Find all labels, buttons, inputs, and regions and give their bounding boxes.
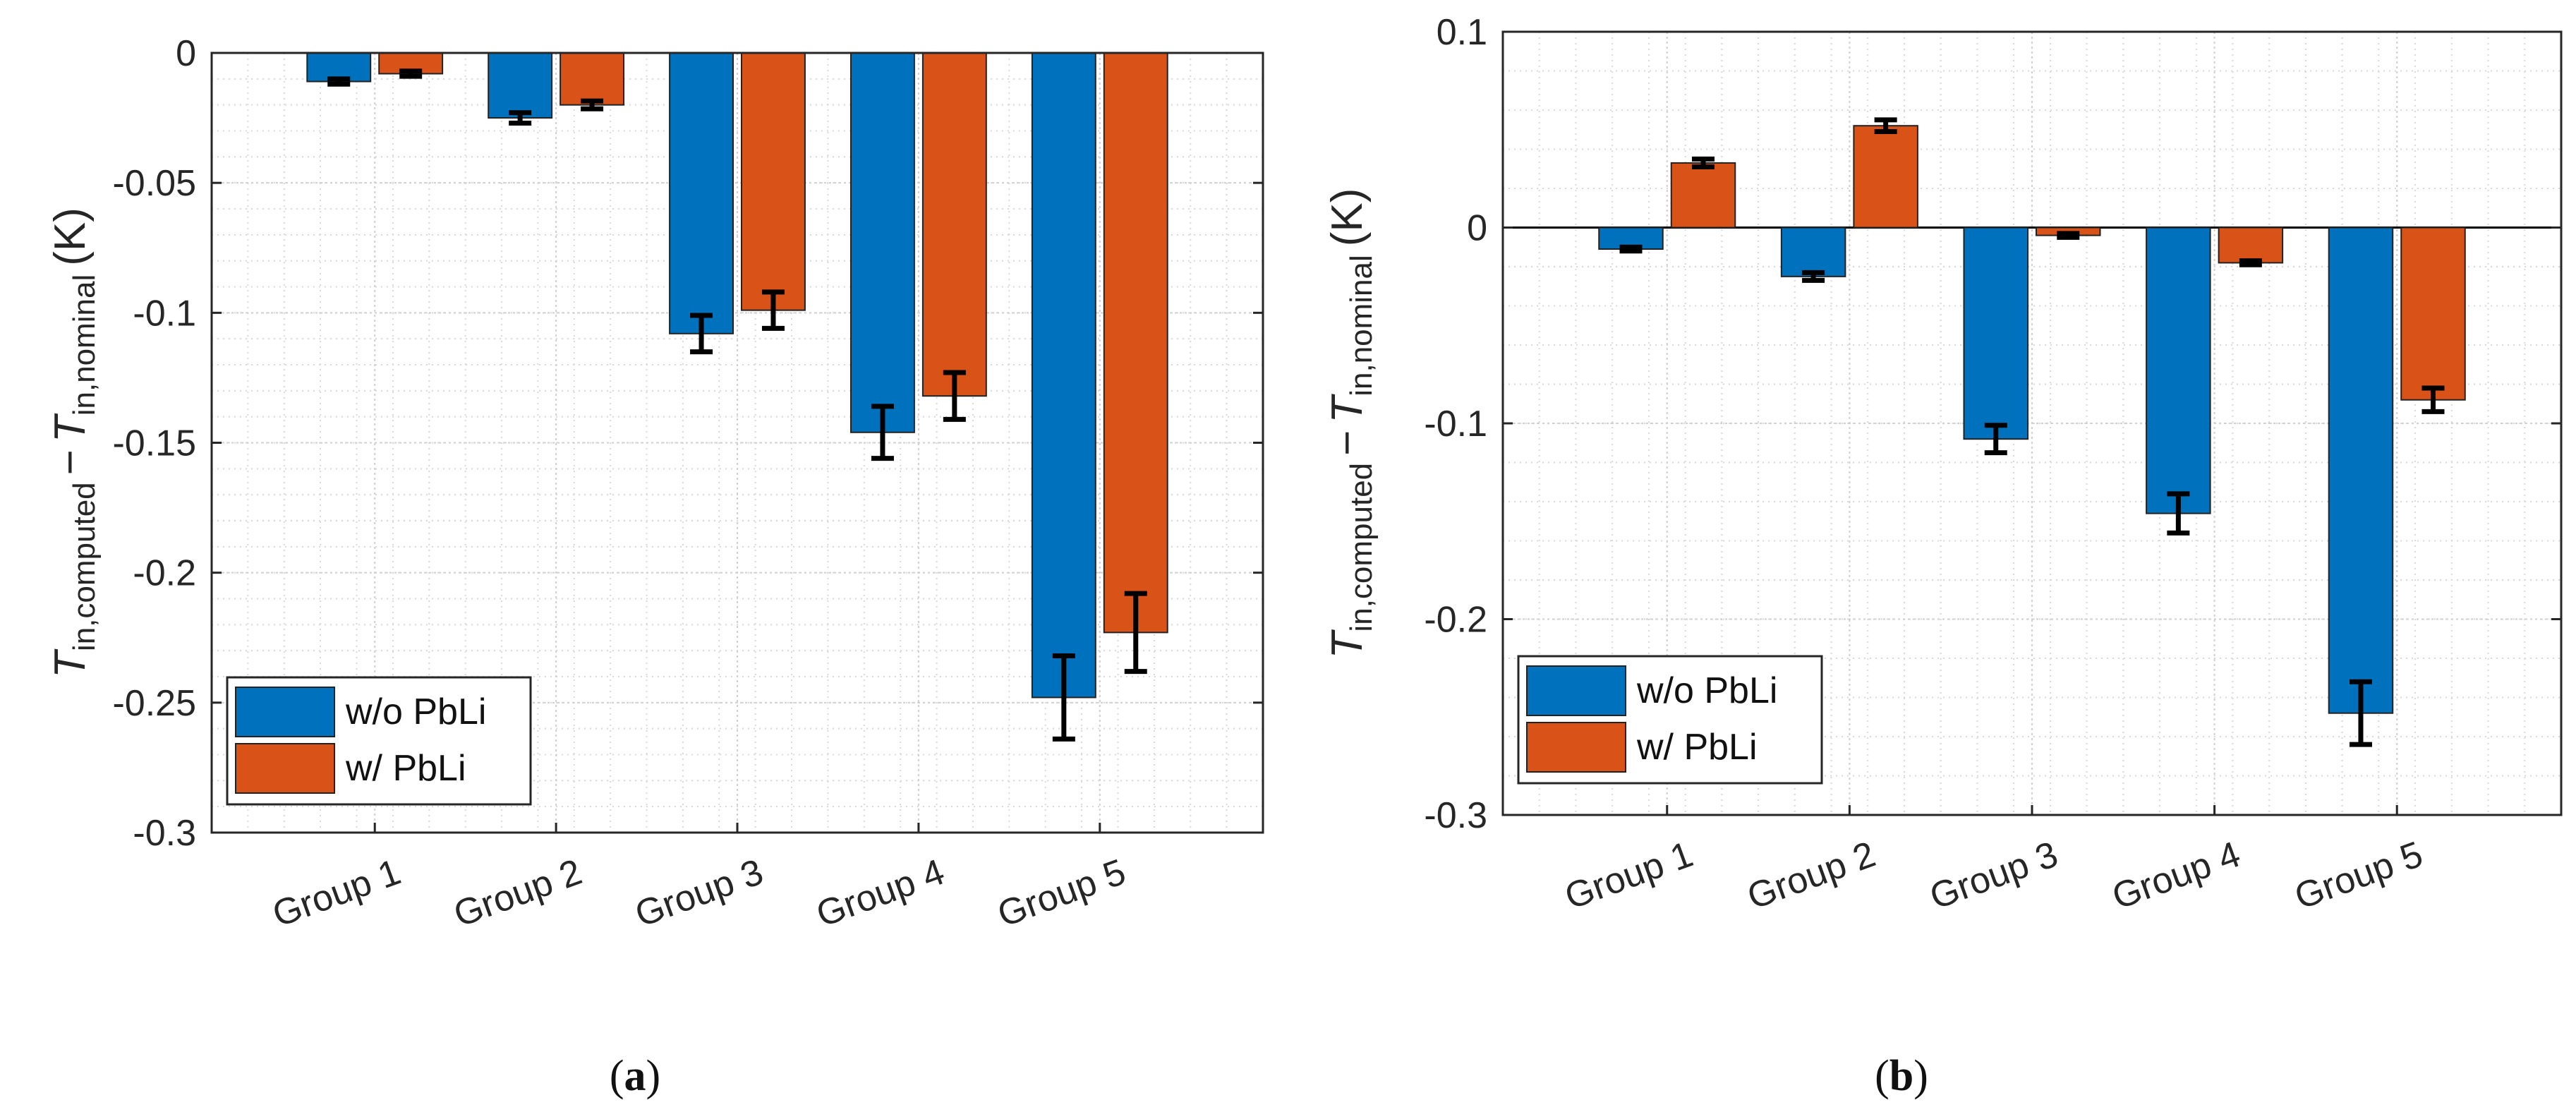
x-axis: Group 1 Group 2 Group 3 Group 4 Group 5: [1559, 805, 2428, 918]
y-label-t1: T: [46, 648, 95, 678]
bar-with-pbli-1: [1670, 162, 1736, 229]
y-label-sub2: in,nominal: [1344, 255, 1379, 397]
y-tick-label: -0.1: [1424, 404, 1487, 445]
panel-caption: (a): [610, 1052, 660, 1100]
panel-caption: (b): [1875, 1052, 1928, 1100]
chart-panel-a: 0 -0.05 -0.1 -0.15 -0.2 -0.25 -0.3 Group 1 Group…: [0, 0, 1288, 1108]
y-tick-label: -0.3: [133, 813, 196, 854]
bar-with-pbli-2: [560, 52, 625, 106]
y-label-minus: −: [46, 449, 95, 475]
legend-swatch: [235, 743, 335, 794]
bar-with-pbli-2: [1853, 125, 1918, 229]
x-axis: Group 1 Group 2 Group 3 Group 4 Group 5: [267, 823, 1131, 936]
y-label-sub2: in,nominal: [67, 274, 102, 416]
x-tick-label: Group 4: [2107, 834, 2245, 918]
bar-without-pbli-5: [2328, 226, 2394, 714]
error-bars: [1619, 117, 2445, 747]
y-tick-label: -0.2: [1424, 600, 1487, 641]
legend-swatch: [1526, 722, 1626, 773]
bar-with-pbli-5: [1103, 52, 1168, 634]
legend-label: w/ PbLi: [1636, 727, 1758, 768]
x-tick-label: Group 2: [1742, 834, 1880, 918]
legend-swatch: [1526, 665, 1626, 716]
bar-with-pbli-4: [921, 52, 987, 397]
bar-with-pbli-4: [2218, 226, 2284, 264]
bar-without-pbli-4: [849, 52, 915, 433]
y-label-t2: T: [46, 413, 95, 442]
bar-without-pbli-3: [669, 52, 734, 334]
x-tick-label: Group 4: [811, 852, 950, 936]
y-axis-label: Tin,computed − Tin,nominal (K): [46, 207, 102, 678]
y-tick-label: -0.2: [133, 553, 196, 594]
x-tick-label: Group 3: [630, 852, 768, 936]
caption-letter: a: [624, 1052, 646, 1100]
bars: [1598, 125, 2466, 714]
bar-without-pbli-5: [1031, 52, 1096, 699]
y-tick-label: -0.15: [112, 423, 196, 464]
y-tick-label: -0.05: [112, 163, 196, 204]
y-axis-label: Tin,computed − Tin,nominal (K): [1323, 188, 1379, 659]
y-axis: 0 -0.05 -0.1 -0.15 -0.2 -0.25 -0.3: [112, 33, 1263, 854]
x-tick-label: Group 2: [449, 852, 587, 936]
chart-panel-b: 0.1 0 -0.1 -0.2 -0.3 Group 1 Group 2 Group 3 Gro…: [1288, 0, 2576, 1108]
y-tick-label: -0.25: [112, 683, 196, 724]
legend-label: w/o PbLi: [345, 691, 486, 732]
x-tick-label: Group 1: [1559, 834, 1698, 918]
y-axis: 0.1 0 -0.1 -0.2 -0.3: [1424, 12, 2561, 836]
legend-label: w/ PbLi: [345, 748, 466, 789]
legend-label: w/o PbLi: [1636, 670, 1777, 711]
y-tick-label: 0: [176, 33, 196, 74]
bar-with-pbli-5: [2400, 226, 2466, 401]
y-label-sub1: in,computed: [67, 482, 102, 651]
error-bars: [327, 68, 1147, 742]
y-tick-label: -0.1: [133, 293, 196, 334]
caption-open: (: [1875, 1052, 1889, 1100]
y-label-unit: (K): [46, 207, 95, 266]
bar-with-pbli-3: [741, 52, 806, 311]
caption-close: ): [646, 1052, 661, 1100]
bar-without-pbli-3: [1963, 226, 2029, 440]
bars: [306, 52, 1168, 699]
y-label-sub1: in,computed: [1344, 463, 1379, 632]
y-tick-label: 0.1: [1437, 12, 1487, 53]
legend: w/o PbLi w/ PbLi: [226, 676, 532, 806]
y-tick-label: 0: [1467, 208, 1487, 249]
legend: w/o PbLi w/ PbLi: [1517, 655, 1823, 785]
x-tick-label: Group 5: [993, 852, 1131, 936]
y-label-t1: T: [1323, 629, 1372, 658]
caption-open: (: [610, 1052, 624, 1100]
bar-without-pbli-2: [488, 52, 553, 119]
caption-letter: b: [1889, 1052, 1913, 1100]
legend-swatch: [235, 687, 335, 737]
y-label-t2: T: [1323, 394, 1372, 423]
y-label-minus: −: [1323, 430, 1372, 456]
x-tick-label: Group 1: [267, 852, 406, 936]
bar-without-pbli-4: [2146, 226, 2211, 514]
x-tick-label: Group 3: [1925, 834, 2063, 918]
y-tick-label: -0.3: [1424, 795, 1487, 836]
caption-close: ): [1913, 1052, 1928, 1100]
y-label-unit: (K): [1323, 188, 1372, 247]
bar-without-pbli-2: [1780, 226, 1846, 277]
x-tick-label: Group 5: [2290, 834, 2428, 918]
